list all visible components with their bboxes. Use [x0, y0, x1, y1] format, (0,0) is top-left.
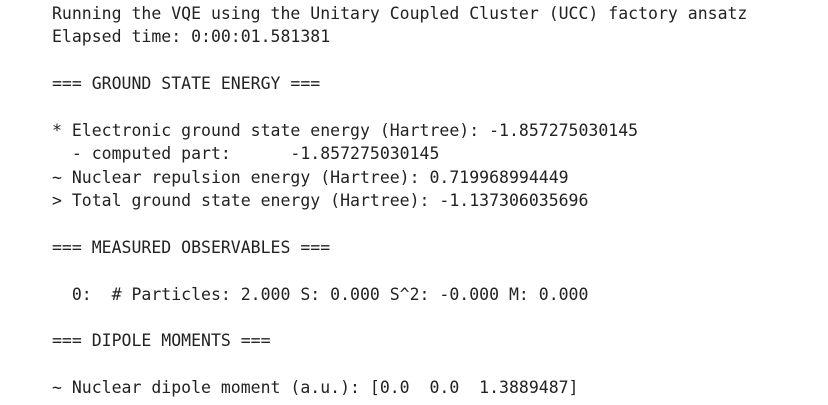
section-heading-measured-observables: === MEASURED OBSERVABLES === [52, 237, 331, 257]
output-line-nuclear-dipole: ~ Nuclear dipole moment (a.u.): [0.0 0.0… [52, 378, 579, 398]
output-line-blank [52, 353, 828, 376]
output-line-total-energy: > Total ground state energy (Hartree): -… [52, 191, 589, 211]
output-line-blank [52, 96, 828, 119]
output-line-computed-part: - computed part: -1.857275030145 [52, 144, 440, 164]
output-line-blank [52, 306, 828, 329]
output-line-blank [52, 49, 828, 72]
output-line-elapsed-time: Elapsed time: 0:00:01.581381 [52, 27, 331, 47]
output-line-run-info: Running the VQE using the Unitary Couple… [52, 4, 748, 23]
output-line-blank [52, 213, 828, 236]
output-line-nuclear-repulsion: ~ Nuclear repulsion energy (Hartree): 0.… [52, 167, 569, 187]
section-heading-ground-state-energy: === GROUND STATE ENERGY === [52, 74, 321, 94]
output-line-electronic-energy: * Electronic ground state energy (Hartre… [52, 120, 639, 140]
output-line-blank [52, 259, 828, 282]
section-heading-dipole-moments: === DIPOLE MOMENTS === [52, 331, 271, 351]
output-line-observables: 0: # Particles: 2.000 S: 0.000 S^2: -0.0… [52, 284, 589, 304]
